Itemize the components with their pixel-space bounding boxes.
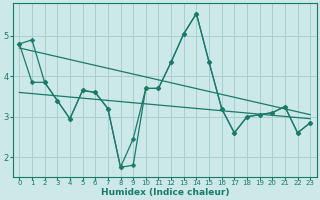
X-axis label: Humidex (Indice chaleur): Humidex (Indice chaleur) bbox=[100, 188, 229, 197]
